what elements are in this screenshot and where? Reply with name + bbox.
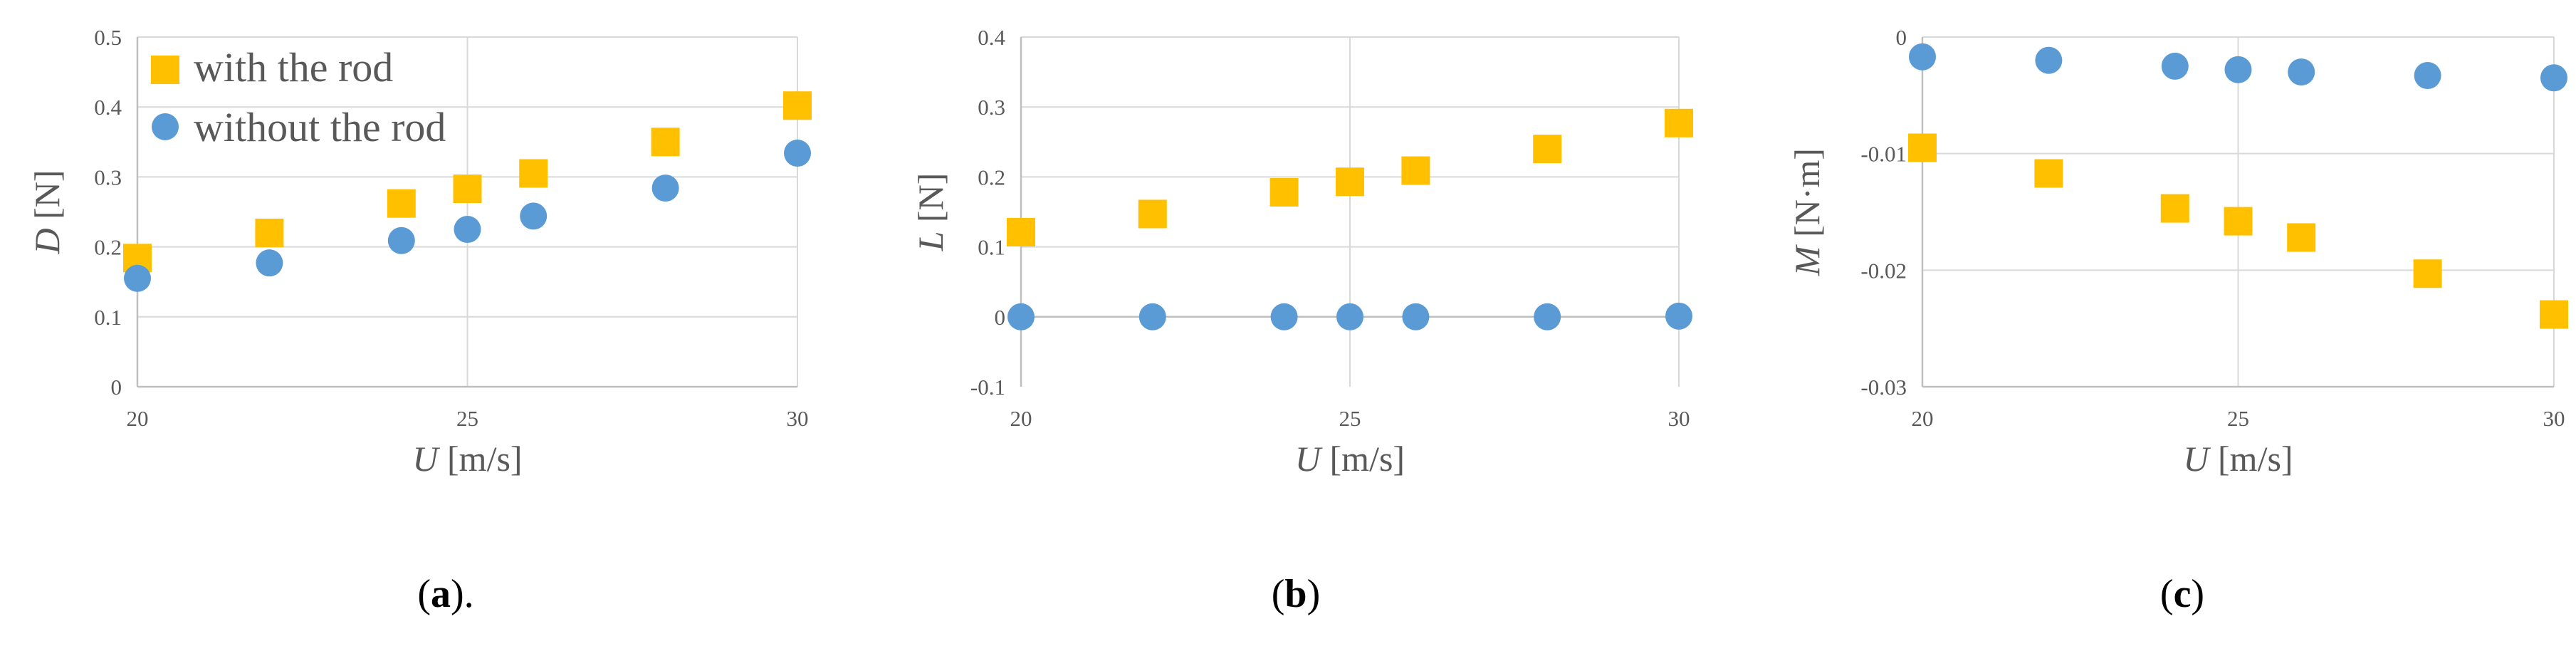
marker-with-rod (1336, 167, 1364, 197)
marker-without-rod (256, 249, 283, 277)
marker-without-rod (1336, 303, 1363, 330)
legend-label-with-rod: with the rod (194, 44, 393, 90)
y-tick-label: 0.4 (94, 95, 122, 120)
marker-without-rod (1534, 303, 1561, 330)
marker-without-rod (1270, 303, 1298, 330)
marker-with-rod (1665, 108, 1693, 137)
marker-with-rod (2034, 159, 2063, 188)
marker-without-rod (1138, 303, 1166, 330)
marker-with-rod (1138, 199, 1167, 229)
marker-without-rod (2540, 64, 2567, 92)
x-tick-label: 25 (1339, 406, 1361, 431)
marker-without-rod (651, 174, 679, 202)
legend-marker-with-rod (151, 56, 179, 84)
chart-panel-c: -0.03 -0.02 -0.01 0 20 25 30 U [m/s] M [N·m] (c) (1787, 25, 2568, 616)
x-tick-label: 30 (1668, 406, 1690, 431)
y-tick-label: -0.1 (970, 375, 1005, 400)
marker-without-rod (1665, 302, 1692, 330)
marker-with-rod (783, 91, 812, 120)
x-tick-label: 20 (127, 406, 149, 431)
x-tick-label: 25 (2227, 406, 2249, 431)
chart-panel-a: 0 0.1 0.2 0.3 0.4 0.5 20 25 30 U [m/s] D [N] with t… (27, 25, 812, 616)
marker-with-rod (2160, 194, 2189, 223)
marker-without-rod (1007, 303, 1035, 330)
y-tick-label: 0.5 (94, 25, 122, 50)
legend-label-without-rod: without the rod (194, 104, 446, 150)
x-axis-label: U [m/s] (1295, 439, 1405, 479)
y-tick-label: -0.02 (1860, 258, 1907, 283)
marker-with-rod (1269, 178, 1299, 207)
marker-without-rod (2288, 58, 2315, 86)
marker-with-rod (1908, 133, 1937, 162)
y-tick-label: -0.01 (1860, 142, 1907, 167)
marker-with-rod (519, 159, 548, 188)
marker-with-rod (453, 174, 482, 204)
panel-caption: (b) (1272, 572, 1320, 616)
marker-without-rod (2414, 62, 2441, 90)
marker-without-rod (124, 264, 151, 292)
y-tick-label: 0.2 (94, 235, 122, 260)
y-tick-label: 0.3 (94, 165, 122, 189)
y-tick-label: 0.1 (94, 305, 122, 330)
marker-with-rod (1401, 156, 1430, 185)
marker-without-rod (784, 140, 811, 167)
marker-without-rod (387, 226, 415, 254)
marker-with-rod (2540, 300, 2568, 329)
x-tick-label: 30 (2543, 406, 2565, 431)
y-tick-label: -0.03 (1860, 375, 1907, 400)
marker-without-rod (520, 202, 548, 230)
marker-with-rod (255, 218, 284, 247)
y-tick-label: 0 (1896, 25, 1907, 50)
y-tick-label: 0.2 (978, 165, 1005, 189)
panel-caption: (c) (2160, 572, 2204, 616)
panel-caption: (a). (417, 572, 473, 616)
x-tick-label: 30 (787, 406, 809, 431)
y-tick-label: 0.4 (978, 25, 1005, 50)
marker-without-rod (2161, 52, 2189, 80)
chart-panel-b: -0.1 0 0.1 0.2 0.3 0.4 20 25 30 U [m/s] L [N] (b) (911, 25, 1693, 616)
y-tick-label: 0.1 (978, 235, 1005, 260)
x-tick-label: 25 (456, 406, 478, 431)
marker-with-rod (387, 189, 416, 218)
marker-with-rod (2224, 207, 2253, 236)
marker-with-rod (2413, 259, 2442, 288)
marker-without-rod (1402, 303, 1430, 330)
y-tick-label: 0 (995, 305, 1006, 330)
marker-with-rod (2287, 223, 2316, 252)
x-tick-label: 20 (1010, 406, 1032, 431)
legend: with the rod without the rod (151, 44, 446, 150)
x-axis-label: U [m/s] (412, 439, 522, 479)
marker-with-rod (1533, 135, 1562, 164)
legend-marker-without-rod (152, 113, 179, 140)
y-axis-label: M [N·m] (1787, 148, 1827, 276)
y-axis-label: L [N] (911, 173, 951, 252)
marker-with-rod (1007, 217, 1035, 246)
marker-without-rod (1909, 43, 1936, 71)
marker-without-rod (2035, 46, 2063, 74)
x-axis-label: U [m/s] (2183, 439, 2293, 479)
y-tick-label: 0.3 (978, 95, 1005, 120)
x-tick-label: 20 (1912, 406, 1934, 431)
y-tick-label: 0 (111, 375, 122, 400)
marker-with-rod (651, 127, 680, 157)
marker-without-rod (454, 216, 481, 244)
marker-without-rod (2224, 56, 2252, 83)
y-axis-label: D [N] (27, 170, 67, 254)
